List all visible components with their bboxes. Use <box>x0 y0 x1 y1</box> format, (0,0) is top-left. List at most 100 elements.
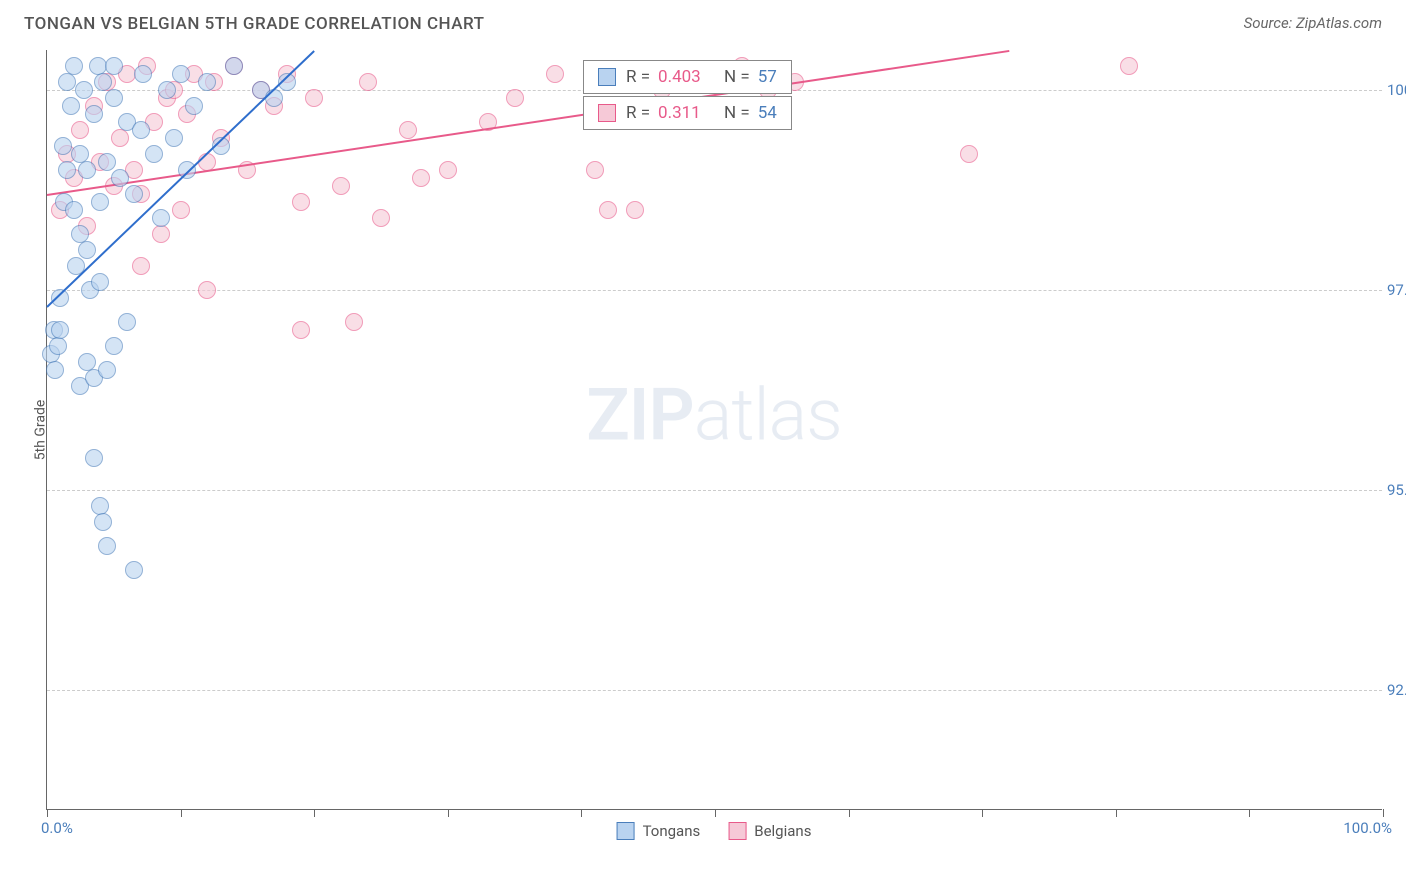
chart-title: TONGAN VS BELGIAN 5TH GRADE CORRELATION … <box>24 14 485 34</box>
data-point <box>134 65 152 83</box>
chart-area: 5th Grade 92.5%95.0%97.5%100.0%0.0%100.0… <box>46 50 1382 810</box>
data-point <box>78 241 96 259</box>
x-tick <box>314 809 315 817</box>
x-tick <box>1383 809 1384 817</box>
r-value: 0.403 <box>658 67 708 87</box>
data-point <box>91 193 109 211</box>
data-point <box>172 65 190 83</box>
data-point <box>152 209 170 227</box>
data-point <box>75 81 93 99</box>
x-max-label: 100.0% <box>1343 819 1392 837</box>
r-label: R = <box>626 103 650 123</box>
x-tick <box>581 809 582 817</box>
x-tick <box>982 809 983 817</box>
gridline-h <box>47 290 1382 291</box>
data-point <box>132 257 150 275</box>
n-label: N = <box>724 67 750 87</box>
data-point <box>152 225 170 243</box>
data-point <box>412 169 430 187</box>
data-point <box>345 313 363 331</box>
data-point <box>62 97 80 115</box>
data-point <box>586 161 604 179</box>
data-point <box>85 105 103 123</box>
data-point <box>98 153 116 171</box>
plot-region: 92.5%95.0%97.5%100.0%0.0%100.0%R =0.403N… <box>46 50 1382 810</box>
data-point <box>198 73 216 91</box>
gridline-h <box>47 690 1382 691</box>
x-tick <box>1249 809 1250 817</box>
data-point <box>105 337 123 355</box>
series-swatch <box>598 68 616 86</box>
legend: Tongans Belgians <box>617 822 812 840</box>
legend-label: Belgians <box>754 822 811 840</box>
chart-source: Source: ZipAtlas.com <box>1244 14 1382 32</box>
n-value: 57 <box>758 67 777 87</box>
x-tick <box>181 809 182 817</box>
data-point <box>439 161 457 179</box>
x-tick <box>849 809 850 817</box>
legend-swatch <box>617 822 635 840</box>
legend-item: Tongans <box>617 822 701 840</box>
data-point <box>91 273 109 291</box>
data-point <box>94 73 112 91</box>
data-point <box>46 361 64 379</box>
data-point <box>305 89 323 107</box>
y-tick-label: 95.0% <box>1387 481 1406 499</box>
data-point <box>98 361 116 379</box>
data-point <box>225 57 243 75</box>
x-tick <box>448 809 449 817</box>
x-tick <box>715 809 716 817</box>
data-point <box>506 89 524 107</box>
correlation-info-box: R = 0.311 N = 54 <box>583 96 792 130</box>
data-point <box>111 169 129 187</box>
data-point <box>105 57 123 75</box>
data-point <box>58 73 76 91</box>
data-point <box>94 513 112 531</box>
data-point <box>399 121 417 139</box>
r-value: 0.311 <box>658 103 708 123</box>
data-point <box>265 89 283 107</box>
data-point <box>165 129 183 147</box>
y-tick-label: 97.5% <box>1387 281 1406 299</box>
r-label: R = <box>626 67 650 87</box>
data-point <box>145 145 163 163</box>
y-tick-label: 100.0% <box>1387 81 1406 99</box>
data-point <box>71 121 89 139</box>
data-point <box>118 313 136 331</box>
data-point <box>185 97 203 115</box>
data-point <box>125 185 143 203</box>
x-tick <box>47 809 48 817</box>
data-point <box>372 209 390 227</box>
gridline-h <box>47 490 1382 491</box>
data-point <box>125 561 143 579</box>
data-point <box>132 121 150 139</box>
legend-swatch <box>728 822 746 840</box>
data-point <box>960 145 978 163</box>
legend-item: Belgians <box>728 822 811 840</box>
data-point <box>292 321 310 339</box>
data-point <box>359 73 377 91</box>
y-tick-label: 92.5% <box>1387 681 1406 699</box>
x-tick <box>1116 809 1117 817</box>
data-point <box>85 449 103 467</box>
correlation-info-box: R = 0.403 N = 57 <box>583 60 792 94</box>
x-min-label: 0.0% <box>41 819 73 837</box>
data-point <box>599 201 617 219</box>
data-point <box>98 537 116 555</box>
data-point <box>78 161 96 179</box>
data-point <box>292 193 310 211</box>
data-point <box>198 281 216 299</box>
data-point <box>65 201 83 219</box>
data-point <box>105 89 123 107</box>
data-point <box>111 129 129 147</box>
n-value: 54 <box>758 103 777 123</box>
n-label: N = <box>724 103 750 123</box>
data-point <box>332 177 350 195</box>
series-swatch <box>598 104 616 122</box>
data-point <box>546 65 564 83</box>
data-point <box>51 321 69 339</box>
data-point <box>158 81 176 99</box>
data-point <box>65 57 83 75</box>
data-point <box>54 137 72 155</box>
legend-label: Tongans <box>643 822 701 840</box>
